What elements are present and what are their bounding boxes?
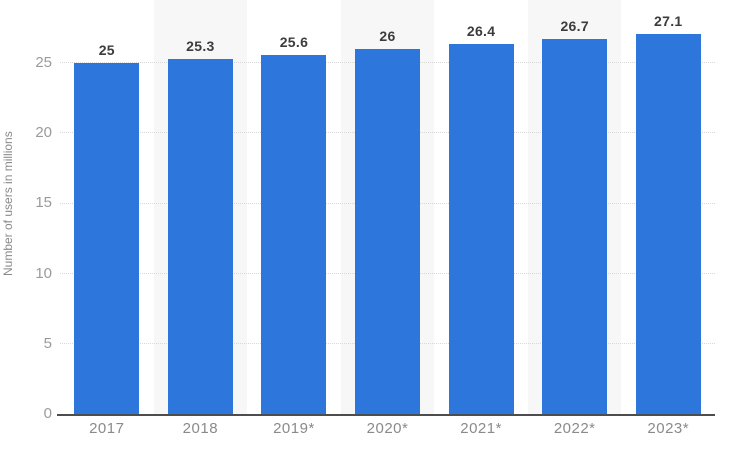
- bar-value-label: 26.7: [560, 18, 589, 34]
- bar-value-label: 25: [98, 42, 115, 58]
- bar-value-label: 25.6: [279, 34, 309, 50]
- bar-value-label: 26.4: [466, 23, 496, 39]
- bar: [448, 44, 514, 414]
- x-tick-label: 2021*: [460, 420, 502, 437]
- x-axis-line: [57, 414, 715, 416]
- bar: [74, 63, 140, 414]
- bar: [167, 59, 233, 414]
- y-tick-label: 20: [35, 124, 52, 142]
- bar-slot: 25: [60, 0, 154, 414]
- y-tick-label: 25: [35, 54, 52, 72]
- y-tick-label: 5: [43, 334, 52, 352]
- x-axis-labels: 2017 2018 2019* 2020* 2021* 2022* 2023*: [60, 420, 715, 437]
- bar-slot: 25.3: [154, 0, 248, 414]
- x-tick-label: 2017: [89, 420, 125, 437]
- plot-area: 25 25.3 25.6 26 26.4 26.7 27.1: [57, 0, 715, 416]
- x-tick-label: 2020*: [366, 420, 409, 437]
- x-tick-label: 2022*: [553, 420, 596, 437]
- bar: [542, 39, 608, 414]
- bar-value-label: 26: [379, 28, 396, 44]
- bar-slot: 25.6: [247, 0, 341, 414]
- bar-value-label: 27.1: [654, 13, 683, 29]
- x-tick-label: 2019*: [273, 420, 315, 437]
- bar-value-label: 25.3: [186, 38, 215, 54]
- x-tick-label: 2023*: [647, 420, 690, 437]
- y-tick-label: 0: [43, 405, 52, 422]
- bar: [635, 34, 701, 414]
- bar: [261, 55, 327, 414]
- y-axis-ticks: 0 5 10 15 20 25: [0, 0, 52, 422]
- bar-slot: 26.4: [434, 0, 528, 414]
- bar-slot: 26: [341, 0, 435, 414]
- x-tick-label: 2018: [182, 420, 219, 437]
- bars: 25 25.3 25.6 26 26.4 26.7 27.1: [60, 0, 715, 414]
- bar-slot: 26.7: [528, 0, 622, 414]
- y-tick-label: 10: [35, 264, 52, 282]
- y-tick-label: 15: [35, 194, 52, 212]
- bar: [355, 49, 421, 414]
- bar-slot: 27.1: [621, 0, 715, 414]
